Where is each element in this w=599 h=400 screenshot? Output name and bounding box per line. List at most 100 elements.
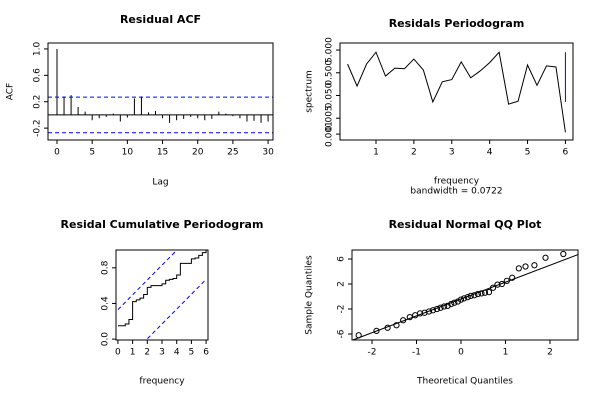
plot-frame: [47, 42, 274, 141]
x-tick-label: 6: [203, 348, 209, 358]
qq-point: [384, 324, 391, 331]
y-axis-label: spectrum: [305, 70, 315, 113]
spectrum-line: [347, 51, 566, 133]
panel: Residual Normal QQ Plot Theoretical Quant…: [305, 218, 579, 387]
plot-frame: [115, 249, 209, 341]
qq-point: [467, 292, 474, 299]
qq-point: [373, 327, 380, 334]
y-tick-label: 1.0: [33, 42, 43, 57]
y-tick-label: -2: [337, 305, 347, 314]
x-tick-label: 15: [157, 148, 168, 158]
chart-title: Residals Periodogram: [389, 17, 525, 30]
qq-point: [406, 314, 413, 321]
cumulative-step: [117, 250, 207, 327]
plot-area: [347, 51, 566, 133]
x-tick-label: -1: [412, 348, 421, 358]
qq-point: [471, 292, 478, 299]
qq-point: [481, 289, 489, 296]
qq-point: [433, 305, 441, 313]
x-tick-label: 30: [262, 148, 274, 158]
qq-point: [478, 290, 485, 297]
y-tick-label: 0.005: [325, 105, 335, 131]
y-tick-label: -0.2: [33, 119, 43, 137]
x-axis-label: frequency: [434, 177, 480, 187]
x-tick-label: 4: [174, 348, 180, 358]
x-tick-label: 2: [411, 148, 417, 158]
qq-point: [416, 310, 424, 317]
qq-point: [400, 317, 407, 324]
qq-point: [503, 277, 510, 284]
x-tick-label: 25: [227, 148, 238, 158]
x-tick-label: 0: [54, 148, 60, 158]
qq-point: [464, 294, 471, 301]
x-tick-label: 2: [547, 348, 553, 358]
x-tick-label: 5: [189, 348, 195, 358]
plot-area: [48, 48, 273, 134]
qq-point: [498, 280, 506, 288]
qq-point: [437, 304, 444, 311]
y-tick-label: 6: [337, 256, 347, 262]
chart-title: Residal Cumulative Periodogram: [61, 218, 264, 231]
qq-point: [393, 322, 400, 329]
y-tick-label: 2: [337, 281, 347, 287]
plot-area: [352, 250, 578, 340]
qq-point: [454, 298, 461, 305]
y-tick-label: 0.001: [325, 121, 335, 147]
y-axis-label: Sample Quantiles: [305, 255, 315, 335]
qq-point: [461, 295, 468, 302]
qq-point: [494, 281, 501, 288]
x-axis-label: Theoretical Quantiles: [416, 377, 513, 387]
qq-point: [515, 265, 522, 272]
ci-band: [117, 250, 178, 311]
x-tick-label: 0: [458, 348, 464, 358]
qq-point: [451, 299, 458, 306]
qq-point: [509, 274, 516, 281]
x-tick-label: 5: [89, 148, 95, 158]
chart-title: Residual ACF: [120, 13, 201, 26]
plot-frame: [351, 249, 579, 341]
x-tick-label: 1: [373, 148, 379, 158]
x-axis-label: Lag: [152, 178, 168, 188]
plot-area: [117, 250, 207, 340]
y-tick-label: 0.4: [101, 296, 111, 311]
panel: Residual ACF Lag ACF 0 5 10 15 20 25 30 -0.2 0.2 0.6…: [6, 13, 275, 188]
x-tick-label: 0: [115, 348, 121, 358]
y-tick-label: 0.050: [325, 82, 335, 108]
x-tick-label: 1: [503, 348, 509, 358]
plot-frame: [339, 42, 574, 141]
qq-point: [355, 332, 362, 339]
qq-point: [425, 308, 433, 315]
x-tick-label: 5: [525, 148, 531, 158]
y-axis-label: ACF: [6, 83, 16, 100]
x-tick-label: 1: [130, 348, 136, 358]
y-tick-label: -6: [337, 329, 347, 338]
y-tick-label: 0.6: [33, 68, 43, 83]
x-tick-label: -2: [368, 348, 377, 358]
x-tick-label: 3: [159, 348, 165, 358]
qq-point: [489, 284, 497, 291]
x-tick-label: 3: [449, 148, 455, 158]
qq-point: [457, 296, 465, 303]
y-tick-label: 0.0: [101, 332, 111, 347]
x-tick-label: 10: [122, 148, 134, 158]
y-tick-label: 0.8: [101, 260, 111, 275]
qq-point: [444, 302, 451, 309]
x-tick-label: 20: [192, 148, 204, 158]
x-axis-label: frequency: [139, 377, 185, 387]
qq-point: [474, 290, 482, 298]
chart-title: Residual Normal QQ Plot: [389, 218, 542, 231]
subtitle: bandwidth = 0.0722: [410, 187, 502, 197]
qq-point: [440, 303, 448, 310]
qq-point: [542, 254, 549, 261]
qq-point: [531, 262, 538, 269]
qq-point: [485, 289, 493, 296]
y-tick-label: 5.000: [325, 37, 335, 63]
x-tick-label: 4: [487, 148, 493, 158]
panel: Residal Cumulative Periodogram frequency 0…: [61, 218, 264, 387]
x-tick-label: 2: [144, 348, 150, 358]
qq-point: [448, 300, 455, 308]
qq-point: [560, 250, 567, 258]
